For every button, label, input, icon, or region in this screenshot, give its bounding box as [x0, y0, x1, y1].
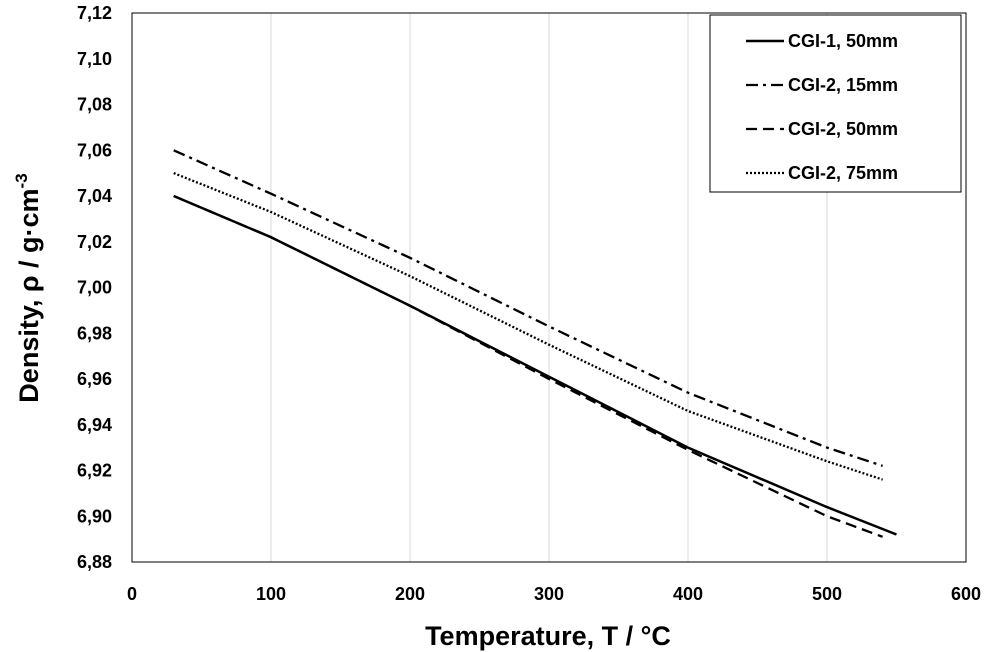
x-tick-label: 600	[951, 584, 981, 604]
y-tick-label: 6,92	[77, 461, 112, 481]
series-line-2	[173, 149, 883, 467]
y-tick-label: 6,88	[77, 552, 112, 572]
x-tick-label: 100	[256, 584, 286, 604]
x-tick-label: 400	[673, 584, 703, 604]
series-layer	[173, 149, 897, 538]
y-tick-label: 6,90	[77, 506, 112, 526]
y-tick-label: 7,10	[77, 49, 112, 69]
y-tick-label: 7,12	[77, 3, 112, 23]
series-line-4	[173, 172, 883, 481]
y-tick-label: 6,98	[77, 323, 112, 343]
y-tick-label: 7,08	[77, 95, 112, 115]
x-tick-label: 500	[812, 584, 842, 604]
legend-label-1: CGI-1, 50mm	[788, 31, 898, 51]
y-tick-label: 7,04	[77, 186, 112, 206]
legend-box	[709, 14, 962, 193]
y-tick-label: 6,94	[77, 415, 112, 435]
series-line-1	[173, 194, 897, 536]
legend-label-4: CGI-2, 75mm	[788, 163, 898, 183]
y-axis-ticks: 6,88 6,90 6,92 6,94 6,96 6,98 7,00 7,02 7,04 7,06…	[77, 3, 112, 572]
legend-label-3: CGI-2, 50mm	[788, 119, 898, 139]
y-tick-label: 7,02	[77, 232, 112, 252]
x-axis-title: Temperature, T / °C	[425, 621, 671, 651]
plot-area	[131, 12, 967, 563]
y-axis-title-exponent: -3	[12, 173, 31, 188]
x-tick-label: 300	[534, 584, 564, 604]
legend-label-2: CGI-2, 15mm	[788, 75, 898, 95]
y-tick-label: 7,06	[77, 140, 112, 160]
y-tick-label: 6,96	[77, 369, 112, 389]
x-axis-ticks: 0 100 200 300 400 500 600	[127, 584, 981, 604]
series-line-3	[173, 194, 883, 538]
legend: CGI-1, 50mm CGI-2, 15mm CGI-2, 50mm CGI-2, …	[709, 14, 962, 193]
x-tick-label: 0	[127, 584, 137, 604]
y-tick-label: 7,00	[77, 278, 112, 298]
x-tick-label: 200	[395, 584, 425, 604]
y-axis-title: Density, ρ / g·cm-3	[12, 173, 44, 402]
y-axis-title-main: Density, ρ / g·cm	[14, 188, 44, 402]
